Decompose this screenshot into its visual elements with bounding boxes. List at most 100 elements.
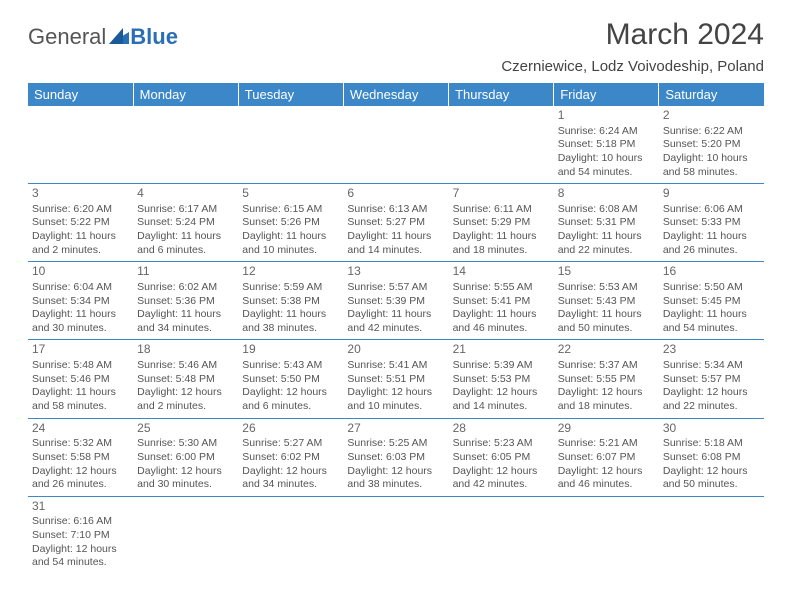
weekday-header-row: Sunday Monday Tuesday Wednesday Thursday… — [28, 83, 764, 106]
daylight-text: Daylight: 11 hours — [663, 230, 760, 244]
daylight-text: and 22 minutes. — [558, 244, 655, 258]
sunrise-text: Sunrise: 5:34 AM — [663, 359, 760, 373]
calendar-day-cell — [659, 496, 764, 574]
day-number: 22 — [558, 342, 655, 358]
sunrise-text: Sunrise: 5:59 AM — [242, 281, 339, 295]
calendar-day-cell: 29Sunrise: 5:21 AMSunset: 6:07 PMDayligh… — [554, 418, 659, 496]
calendar-day-cell: 26Sunrise: 5:27 AMSunset: 6:02 PMDayligh… — [238, 418, 343, 496]
sunset-text: Sunset: 6:05 PM — [453, 451, 550, 465]
sunset-text: Sunset: 5:24 PM — [137, 216, 234, 230]
daylight-text: and 50 minutes. — [663, 478, 760, 492]
sunset-text: Sunset: 5:36 PM — [137, 295, 234, 309]
daylight-text: and 46 minutes. — [453, 322, 550, 336]
sunset-text: Sunset: 5:38 PM — [242, 295, 339, 309]
sunset-text: Sunset: 5:43 PM — [558, 295, 655, 309]
calendar-day-cell: 7Sunrise: 6:11 AMSunset: 5:29 PMDaylight… — [449, 184, 554, 262]
daylight-text: and 6 minutes. — [137, 244, 234, 258]
sunset-text: Sunset: 5:18 PM — [558, 138, 655, 152]
daylight-text: Daylight: 11 hours — [663, 308, 760, 322]
calendar-day-cell — [449, 496, 554, 574]
weekday-header: Sunday — [28, 83, 133, 106]
sunrise-text: Sunrise: 5:27 AM — [242, 437, 339, 451]
day-number: 17 — [32, 342, 129, 358]
calendar-day-cell: 27Sunrise: 5:25 AMSunset: 6:03 PMDayligh… — [343, 418, 448, 496]
calendar-day-cell: 15Sunrise: 5:53 AMSunset: 5:43 PMDayligh… — [554, 262, 659, 340]
daylight-text: and 2 minutes. — [137, 400, 234, 414]
calendar-day-cell — [133, 496, 238, 574]
calendar-day-cell — [238, 496, 343, 574]
sunrise-text: Sunrise: 5:41 AM — [347, 359, 444, 373]
daylight-text: Daylight: 12 hours — [663, 465, 760, 479]
daylight-text: and 30 minutes. — [137, 478, 234, 492]
daylight-text: Daylight: 11 hours — [32, 386, 129, 400]
sunset-text: Sunset: 5:20 PM — [663, 138, 760, 152]
daylight-text: Daylight: 12 hours — [558, 386, 655, 400]
daylight-text: Daylight: 11 hours — [453, 308, 550, 322]
sunset-text: Sunset: 6:07 PM — [558, 451, 655, 465]
calendar-day-cell: 20Sunrise: 5:41 AMSunset: 5:51 PMDayligh… — [343, 340, 448, 418]
logo: GeneralBlue — [28, 24, 178, 50]
daylight-text: and 34 minutes. — [242, 478, 339, 492]
sunset-text: Sunset: 5:51 PM — [347, 373, 444, 387]
day-number: 18 — [137, 342, 234, 358]
calendar-day-cell: 23Sunrise: 5:34 AMSunset: 5:57 PMDayligh… — [659, 340, 764, 418]
day-number: 9 — [663, 186, 760, 202]
daylight-text: and 50 minutes. — [558, 322, 655, 336]
daylight-text: and 18 minutes. — [453, 244, 550, 258]
day-number: 26 — [242, 421, 339, 437]
daylight-text: and 22 minutes. — [663, 400, 760, 414]
day-number: 11 — [137, 264, 234, 280]
daylight-text: Daylight: 11 hours — [242, 230, 339, 244]
day-number: 14 — [453, 264, 550, 280]
day-number: 16 — [663, 264, 760, 280]
calendar-week-row: 10Sunrise: 6:04 AMSunset: 5:34 PMDayligh… — [28, 262, 764, 340]
day-number: 31 — [32, 499, 129, 515]
sunset-text: Sunset: 5:41 PM — [453, 295, 550, 309]
sunrise-text: Sunrise: 6:17 AM — [137, 203, 234, 217]
day-number: 15 — [558, 264, 655, 280]
daylight-text: and 58 minutes. — [663, 166, 760, 180]
sunset-text: Sunset: 5:33 PM — [663, 216, 760, 230]
title-block: March 2024 Czerniewice, Lodz Voivodeship… — [501, 18, 764, 75]
daylight-text: and 18 minutes. — [558, 400, 655, 414]
day-number: 1 — [558, 108, 655, 124]
calendar-day-cell: 24Sunrise: 5:32 AMSunset: 5:58 PMDayligh… — [28, 418, 133, 496]
day-number: 6 — [347, 186, 444, 202]
sunset-text: Sunset: 5:58 PM — [32, 451, 129, 465]
sunrise-text: Sunrise: 6:02 AM — [137, 281, 234, 295]
daylight-text: and 34 minutes. — [137, 322, 234, 336]
day-number: 29 — [558, 421, 655, 437]
sunrise-text: Sunrise: 5:43 AM — [242, 359, 339, 373]
daylight-text: Daylight: 11 hours — [558, 308, 655, 322]
sunrise-text: Sunrise: 5:37 AM — [558, 359, 655, 373]
calendar-day-cell: 21Sunrise: 5:39 AMSunset: 5:53 PMDayligh… — [449, 340, 554, 418]
weekday-header: Wednesday — [343, 83, 448, 106]
sunset-text: Sunset: 5:55 PM — [558, 373, 655, 387]
daylight-text: and 58 minutes. — [32, 400, 129, 414]
weekday-header: Saturday — [659, 83, 764, 106]
sunrise-text: Sunrise: 6:22 AM — [663, 125, 760, 139]
daylight-text: and 6 minutes. — [242, 400, 339, 414]
sunrise-text: Sunrise: 5:55 AM — [453, 281, 550, 295]
day-number: 19 — [242, 342, 339, 358]
daylight-text: Daylight: 12 hours — [32, 543, 129, 557]
day-number: 27 — [347, 421, 444, 437]
sunrise-text: Sunrise: 5:53 AM — [558, 281, 655, 295]
sunrise-text: Sunrise: 6:15 AM — [242, 203, 339, 217]
daylight-text: Daylight: 11 hours — [137, 308, 234, 322]
day-number: 24 — [32, 421, 129, 437]
day-number: 4 — [137, 186, 234, 202]
sunrise-text: Sunrise: 5:32 AM — [32, 437, 129, 451]
sunrise-text: Sunrise: 5:23 AM — [453, 437, 550, 451]
sunset-text: Sunset: 5:27 PM — [347, 216, 444, 230]
daylight-text: and 10 minutes. — [347, 400, 444, 414]
calendar-day-cell: 2Sunrise: 6:22 AMSunset: 5:20 PMDaylight… — [659, 106, 764, 184]
daylight-text: Daylight: 12 hours — [453, 465, 550, 479]
weekday-header: Friday — [554, 83, 659, 106]
daylight-text: Daylight: 12 hours — [137, 465, 234, 479]
daylight-text: and 26 minutes. — [32, 478, 129, 492]
calendar-day-cell: 12Sunrise: 5:59 AMSunset: 5:38 PMDayligh… — [238, 262, 343, 340]
daylight-text: Daylight: 11 hours — [453, 230, 550, 244]
calendar-day-cell: 5Sunrise: 6:15 AMSunset: 5:26 PMDaylight… — [238, 184, 343, 262]
day-number: 12 — [242, 264, 339, 280]
